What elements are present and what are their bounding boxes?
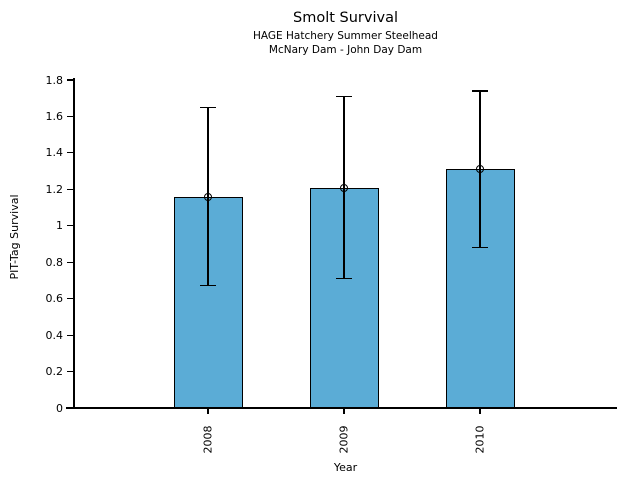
y-tick [67, 407, 74, 409]
error-bar-cap-top [200, 106, 216, 108]
x-tick [207, 408, 209, 414]
y-tick-label: 0 [56, 401, 63, 415]
y-tick-label: 1.4 [45, 146, 64, 160]
y-tick-label: 0.6 [45, 292, 64, 306]
y-tick-label: 1.6 [45, 109, 64, 123]
point-marker [476, 165, 484, 174]
chart-title: Smolt Survival [293, 10, 398, 26]
y-tick [67, 188, 74, 190]
chart-subtitle-2: McNary Dam - John Day Dam [268, 44, 423, 56]
x-tick-label: 2008 [201, 425, 215, 454]
point-marker [340, 183, 348, 192]
x-tick [479, 408, 481, 414]
x-tick-label: 2009 [337, 425, 351, 454]
error-bar-cap-top [472, 90, 488, 92]
error-bar-cap-bottom [336, 278, 352, 280]
y-axis-line [73, 78, 75, 408]
y-tick [67, 79, 74, 81]
y-tick-label: 1 [56, 219, 63, 233]
x-tick-label: 2010 [473, 425, 487, 454]
y-axis-label: PIT-Tag Survival [8, 194, 21, 280]
error-bar-cap-bottom [200, 285, 216, 287]
y-tick-label: 0.2 [45, 365, 64, 379]
y-tick-label: 1.2 [45, 182, 64, 196]
y-tick-label: 0.4 [45, 328, 64, 342]
error-bar-cap-top [336, 95, 352, 97]
y-tick-label: 0.8 [45, 255, 64, 269]
y-tick [67, 225, 74, 227]
x-tick [343, 408, 345, 414]
y-tick [67, 370, 74, 373]
error-bar-cap-bottom [472, 247, 488, 249]
y-tick [67, 115, 74, 118]
point-marker [204, 192, 212, 201]
x-axis-label: Year [333, 461, 358, 474]
y-tick [67, 261, 74, 263]
y-tick [67, 152, 74, 154]
y-tick-label: 1.8 [45, 73, 64, 87]
bar [173, 196, 243, 408]
chart-subtitle-1: HAGE Hatchery Summer Steelhead [253, 30, 438, 42]
y-tick [67, 334, 74, 336]
y-tick [67, 298, 74, 300]
x-axis-line [66, 407, 617, 409]
